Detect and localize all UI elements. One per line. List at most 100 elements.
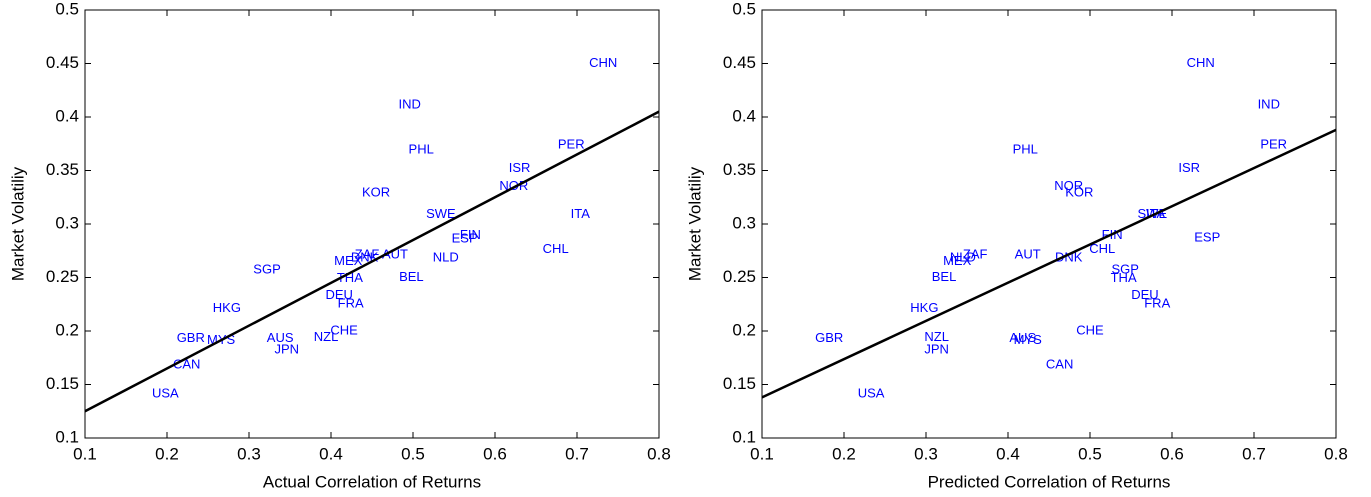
point-label: JPN [274,342,299,357]
point-label: JPN [924,342,949,357]
point-label: SWE [1138,206,1168,221]
x-tick-label: 0.3 [914,444,938,463]
point-label: ISR [509,160,531,175]
x-tick-label: 0.1 [750,444,774,463]
x-tick-label: 0.5 [401,444,425,463]
point-label: CAN [1046,357,1073,372]
axes-box [84,9,660,439]
point-label: PHL [409,142,434,157]
point-label: CHN [1187,55,1215,70]
point-label: PER [1260,136,1287,151]
y-axis-label: Market Volatiliy [8,166,27,281]
x-tick-label: 0.1 [73,444,97,463]
y-tick-label: 0.2 [732,320,756,339]
point-label: MEX [334,253,363,268]
point-label: SWE [426,206,456,221]
y-tick-label: 0.3 [55,213,79,232]
x-axis-label: Actual Correlation of Returns [263,472,481,491]
point-label: AUS [267,330,294,345]
point-label: USA [152,386,179,401]
x-tick-label: 0.2 [155,444,179,463]
point-label: NLD [433,250,459,265]
point-label: SGP [253,261,280,276]
x-tick-label: 0.3 [237,444,261,463]
point-label: MYS [1014,332,1043,347]
y-tick-label: 0.5 [732,0,756,18]
y-tick-label: 0.1 [55,427,79,446]
point-label: SGP [1112,261,1139,276]
y-tick-label: 0.2 [55,320,79,339]
point-label: ZAF [963,246,988,261]
point-label: THA [1111,270,1137,285]
point-label: FRA [1144,296,1170,311]
x-tick-label: 0.6 [483,444,507,463]
point-label: CHN [589,55,617,70]
y-tick-label: 0.4 [55,106,79,125]
point-label: CHL [1089,241,1115,256]
point-label: ITA [571,206,591,221]
x-tick-label: 0.4 [996,444,1020,463]
point-label: KOR [362,184,390,199]
point-label: ESP [452,230,478,245]
axes-box [761,9,1337,439]
point-label: HKG [213,300,241,315]
y-tick-label: 0.3 [732,213,756,232]
x-axis-label: Predicted Correlation of Returns [928,472,1171,491]
point-label: DEU [325,287,352,302]
point-label: ESP [1194,229,1220,244]
point-label: GBR [177,330,205,345]
point-label: MEX [943,253,972,268]
point-label: IND [399,97,421,112]
point-label: AUT [1015,246,1041,261]
point-label: PHL [1013,142,1038,157]
point-label: NOR [499,178,528,193]
x-tick-label: 0.2 [832,444,856,463]
point-label: CHE [1076,322,1104,337]
point-label: FRA [338,296,364,311]
point-label: PER [558,136,585,151]
fit-line [84,110,660,413]
point-label: ZAF [355,246,380,261]
y-tick-label: 0.45 [723,53,756,72]
y-tick-label: 0.25 [46,267,79,286]
x-tick-label: 0.7 [565,444,589,463]
point-label: BEL [932,269,957,284]
point-label: FIN [460,227,481,242]
point-label: DEU [1131,287,1158,302]
x-tick-label: 0.4 [319,444,343,463]
point-label: NLD [950,250,976,265]
y-tick-label: 0.1 [732,427,756,446]
point-label: KOR [1065,184,1093,199]
point-label: AUS [1009,330,1036,345]
point-label: NZL [314,329,339,344]
point-label: NOR [1054,178,1083,193]
point-label: NZL [924,329,949,344]
x-tick-label: 0.6 [1160,444,1184,463]
point-label: GBR [815,330,843,345]
point-label: USA [858,386,885,401]
y-tick-label: 0.5 [55,0,79,18]
y-tick-label: 0.35 [723,160,756,179]
point-label: IND [1258,97,1280,112]
point-label: CHL [543,241,569,256]
x-tick-label: 0.8 [1324,444,1348,463]
x-tick-label: 0.7 [1242,444,1266,463]
x-tick-label: 0.8 [647,444,671,463]
y-tick-label: 0.15 [46,374,79,393]
fit-line [761,128,1337,399]
point-label: THA [337,270,363,285]
point-label: DNK [1055,250,1083,265]
point-label: AUT [382,246,408,261]
y-tick-label: 0.45 [46,53,79,72]
point-label: HKG [910,300,938,315]
point-label: BEL [399,269,424,284]
y-tick-label: 0.4 [732,106,756,125]
y-axis-label: Market Volatiliy [685,166,704,281]
y-tick-label: 0.15 [723,374,756,393]
y-tick-label: 0.35 [46,160,79,179]
point-label: ISR [1178,160,1200,175]
x-tick-label: 0.5 [1078,444,1102,463]
y-tick-label: 0.25 [723,267,756,286]
